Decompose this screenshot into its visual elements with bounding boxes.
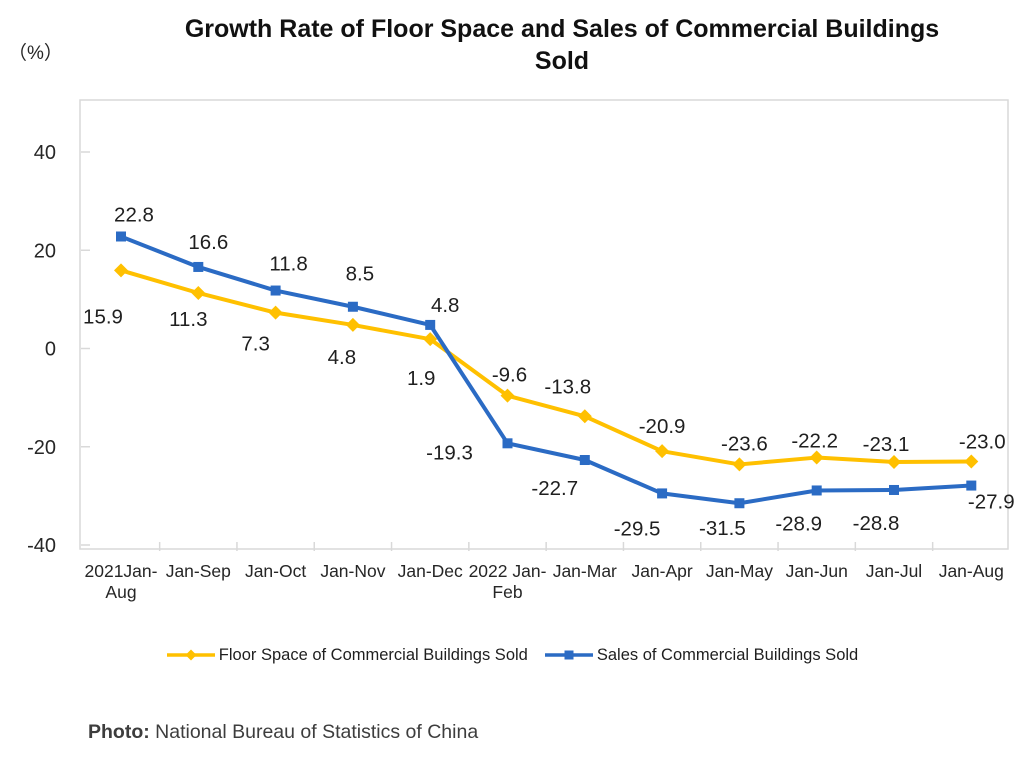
svg-text:15.9: 15.9 — [83, 305, 123, 328]
svg-text:8.5: 8.5 — [346, 263, 375, 286]
svg-text:40: 40 — [34, 142, 56, 164]
svg-text:2022 Jan-Feb: 2022 Jan-Feb — [469, 561, 547, 602]
photo-credit: Photo: National Bureau of Statistics of … — [88, 721, 478, 744]
photo-credit-label: Photo: — [88, 721, 150, 743]
svg-text:1.9: 1.9 — [407, 367, 436, 390]
legend-label-floor-space: Floor Space of Commercial Buildings Sold — [218, 645, 528, 664]
legend-item-sales: Sales of Commercial Buildings Sold — [544, 646, 858, 665]
svg-text:-28.8: -28.8 — [853, 512, 900, 535]
svg-text:Jan-Sep: Jan-Sep — [166, 561, 231, 581]
svg-text:-31.5: -31.5 — [699, 517, 746, 540]
svg-text:-23.1: -23.1 — [863, 433, 910, 456]
svg-text:Jan-May: Jan-May — [706, 561, 773, 581]
svg-text:-23.0: -23.0 — [959, 430, 1006, 453]
svg-text:-19.3: -19.3 — [426, 441, 473, 464]
svg-text:-29.5: -29.5 — [614, 517, 661, 540]
svg-text:Jan-Apr: Jan-Apr — [631, 561, 692, 581]
svg-text:-28.9: -28.9 — [775, 512, 822, 535]
svg-text:2021Jan-Aug: 2021Jan-Aug — [85, 561, 158, 602]
chart-title-line1: Growth Rate of Floor Space and Sales of … — [184, 15, 940, 43]
photo-credit-text: National Bureau of Statistics of China — [155, 721, 479, 743]
svg-text:-20.9: -20.9 — [639, 415, 686, 438]
svg-text:-22.2: -22.2 — [791, 430, 838, 453]
svg-text:Jan-Aug: Jan-Aug — [939, 561, 1004, 581]
legend-item-floor-space: Floor Space of Commercial Buildings Sold — [166, 646, 528, 665]
svg-text:Jan-Dec: Jan-Dec — [398, 561, 463, 581]
svg-text:11.3: 11.3 — [169, 308, 207, 331]
svg-text:-23.6: -23.6 — [721, 432, 768, 455]
chart-title-line2: Sold — [534, 47, 590, 75]
sales-series-swatch-icon — [544, 650, 593, 660]
svg-text:0: 0 — [45, 339, 56, 361]
svg-text:Jan-Nov: Jan-Nov — [320, 561, 385, 581]
svg-text:-40: -40 — [27, 535, 56, 557]
svg-text:4.8: 4.8 — [431, 294, 460, 317]
svg-text:4.8: 4.8 — [328, 346, 357, 369]
svg-text:7.3: 7.3 — [241, 333, 270, 356]
y-axis-unit-label: （%） — [8, 43, 63, 64]
chart-title: Growth Rate of Floor Space and Sales of … — [100, 13, 1024, 77]
svg-text:Jan-Mar: Jan-Mar — [553, 561, 617, 581]
floor-space-series-swatch-icon — [166, 649, 215, 661]
legend-label-sales: Sales of Commercial Buildings Sold — [596, 645, 859, 664]
svg-text:11.8: 11.8 — [269, 253, 307, 276]
svg-text:-9.6: -9.6 — [492, 364, 527, 387]
svg-text:16.6: 16.6 — [188, 231, 228, 254]
svg-text:Jan-Oct: Jan-Oct — [245, 561, 306, 581]
svg-text:-20: -20 — [27, 437, 56, 459]
chart-legend: Floor Space of Commercial Buildings Sold… — [0, 641, 1024, 669]
svg-text:-22.7: -22.7 — [531, 477, 578, 500]
svg-text:20: 20 — [34, 240, 56, 262]
svg-text:Jan-Jun: Jan-Jun — [786, 561, 848, 581]
svg-text:22.8: 22.8 — [114, 203, 154, 226]
svg-text:Jan-Jul: Jan-Jul — [866, 561, 922, 581]
svg-text:-27.9: -27.9 — [968, 491, 1015, 514]
svg-text:-13.8: -13.8 — [544, 375, 591, 398]
